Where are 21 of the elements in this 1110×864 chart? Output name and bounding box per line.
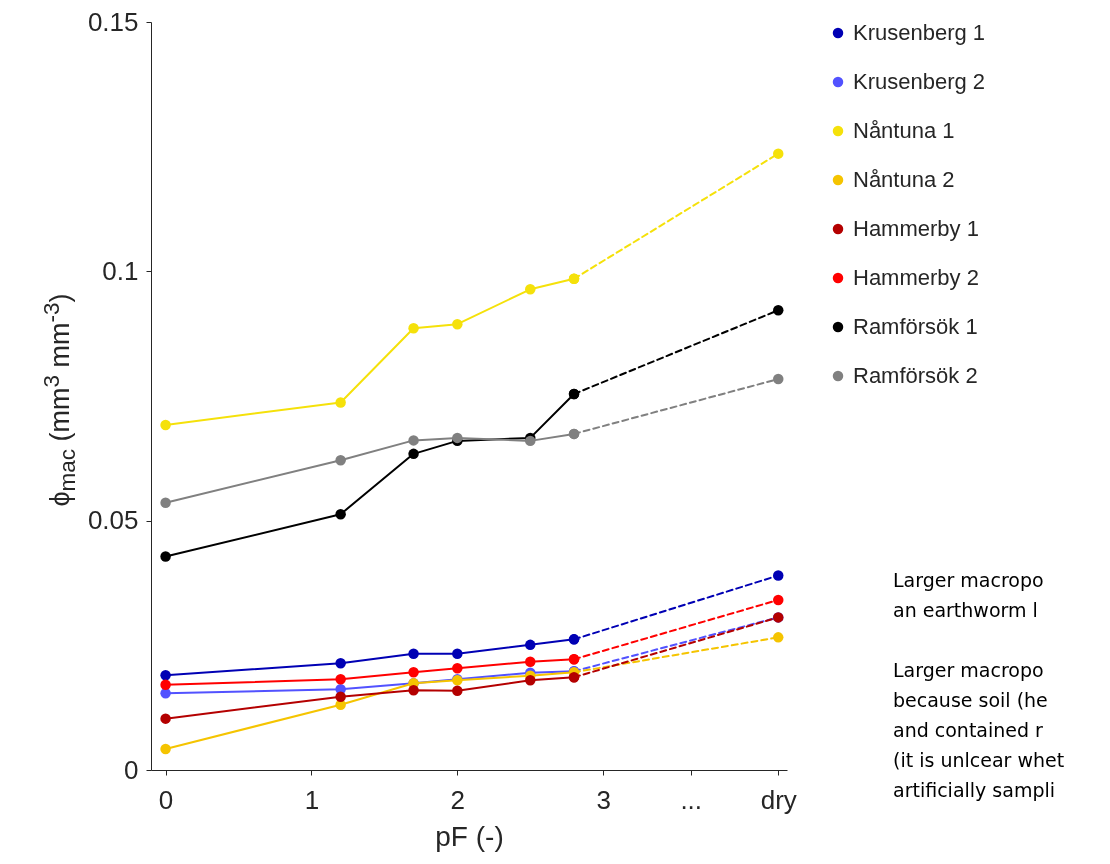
text: Larger macropo because soil (he and contained r (it is unlcear whet artificially sampli [893,658,1065,803]
legend-label: Krusenberg 2 [853,69,986,94]
legend-label: Hammerby 1 [853,216,979,241]
x-tick-label: 1 [304,784,320,815]
legend-label: Nåntuna 1 [853,118,955,143]
x-tick-label: dry [760,784,797,815]
x-axis-title: pF (-) [435,820,504,852]
y-tick-label: 0.1 [102,255,139,286]
x-tick-label: 0 [158,784,174,815]
legend-label: Krusenberg 1 [853,20,986,45]
y-tick-label: 0.15 [87,6,139,37]
x-tick-label: 2 [450,784,466,815]
legend-label: Nåntuna 2 [853,167,955,192]
y-tick-label: 0 [124,754,139,785]
y-tick-label: 0.05 [87,505,139,536]
x-tick-label: ... [680,784,703,815]
text: Larger macropo an earthworm l [893,568,1045,623]
legend-label: Hammerby 2 [853,265,979,290]
x-tick-label: 3 [596,784,611,815]
legend-label: Ramförsök 1 [853,314,978,339]
legend-label: Ramförsök 2 [853,363,978,388]
